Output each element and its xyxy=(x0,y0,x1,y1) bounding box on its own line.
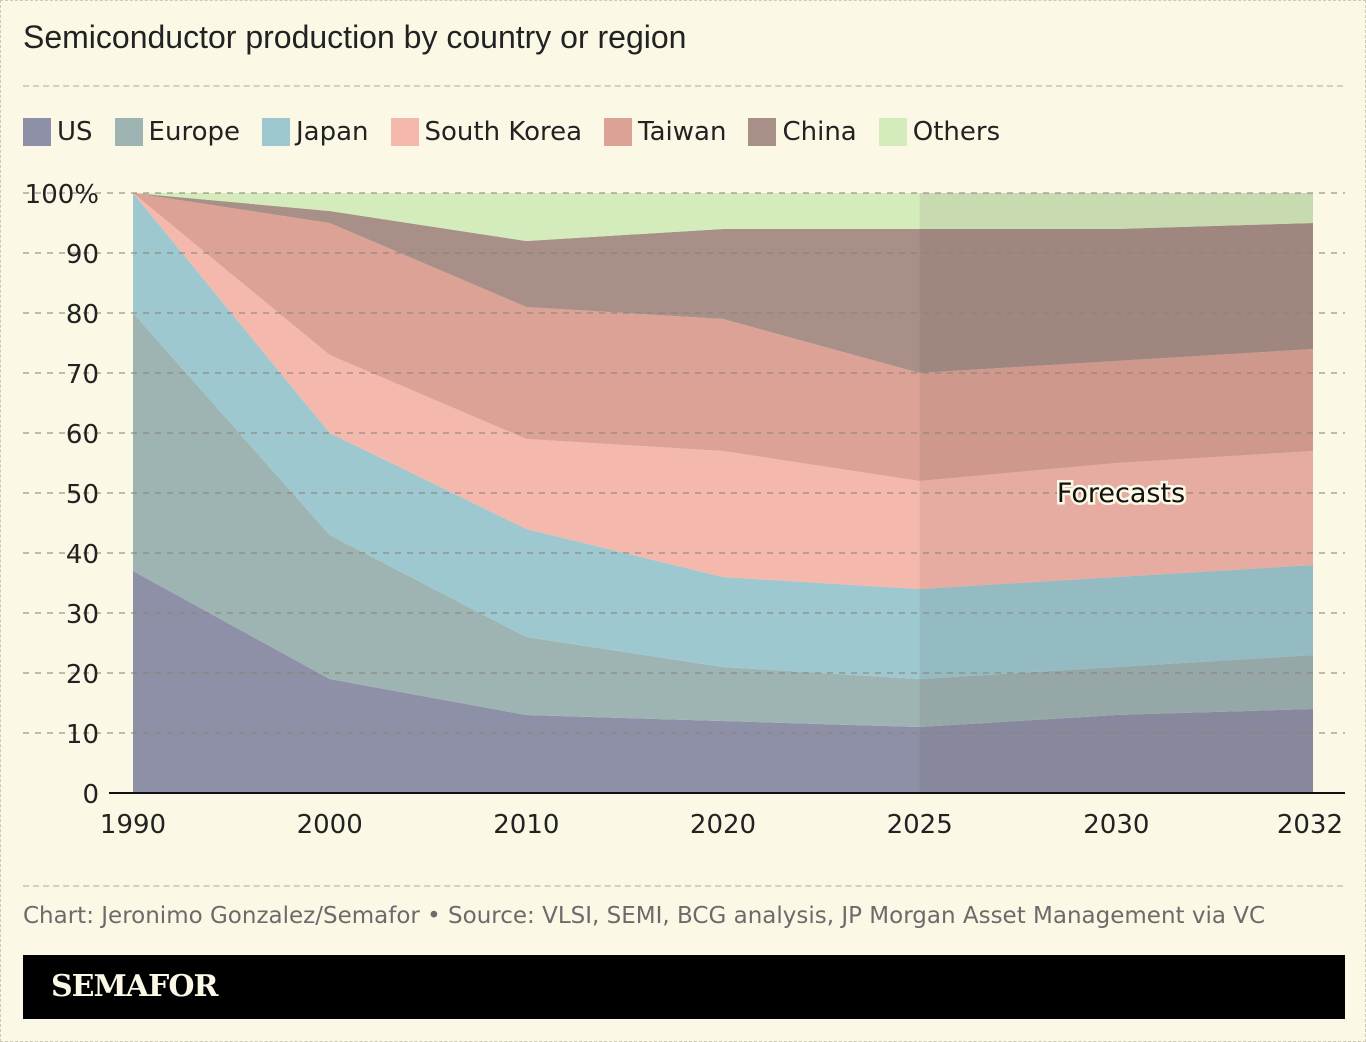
x-tick-label: 1990 xyxy=(100,810,166,840)
y-tick-label: 50 xyxy=(66,480,99,510)
legend-item: Taiwan xyxy=(604,117,726,147)
divider xyxy=(23,885,1343,887)
legend-swatch xyxy=(878,118,907,146)
y-tick-label: 30 xyxy=(66,600,99,630)
legend-item: Japan xyxy=(261,117,369,147)
y-tick-label: 40 xyxy=(66,540,99,570)
x-tick-label: 2030 xyxy=(1083,810,1149,840)
legend-swatch xyxy=(748,118,777,146)
legend-swatch xyxy=(23,118,51,146)
legend: US Europe Japan South Korea Taiwan China Other… xyxy=(23,117,1000,147)
area-china xyxy=(133,193,1313,373)
brand-bar: SEMAFOR xyxy=(23,955,1345,1019)
area-south-korea xyxy=(133,193,1313,589)
x-tick-label: 2025 xyxy=(887,810,953,840)
legend-swatch xyxy=(261,118,290,146)
legend-label: China xyxy=(782,117,857,147)
x-tick-label: 2000 xyxy=(297,810,363,840)
legend-label: Taiwan xyxy=(638,117,727,147)
legend-item: US xyxy=(23,117,93,147)
forecasts-annotation: Forecasts xyxy=(1057,478,1185,509)
divider xyxy=(23,85,1343,87)
legend-item: South Korea xyxy=(390,117,583,147)
legend-swatch xyxy=(604,118,633,146)
source-credit: Chart: Jeronimo Gonzalez/Semafor • Sourc… xyxy=(23,903,1266,929)
semafor-logo: SEMAFOR xyxy=(51,969,218,1004)
y-tick-label: 0 xyxy=(82,780,99,810)
chart-title: Semiconductor production by country or r… xyxy=(23,19,687,55)
legend-label: South Korea xyxy=(424,117,583,147)
y-tick-label: 100% xyxy=(25,180,99,210)
area-us xyxy=(133,571,1313,793)
area-others xyxy=(133,193,1313,241)
area-europe xyxy=(133,313,1313,727)
legend-swatch xyxy=(114,118,143,146)
legend-item: Others xyxy=(878,117,1001,147)
x-tick-label: 2032 xyxy=(1277,810,1343,840)
y-tick-label: 90 xyxy=(66,240,99,270)
y-tick-label: 80 xyxy=(66,300,99,330)
legend-item: Europe xyxy=(114,117,240,147)
legend-swatch xyxy=(390,118,419,146)
legend-label: Europe xyxy=(148,117,240,147)
x-tick-label: 2020 xyxy=(690,810,756,840)
y-tick-label: 70 xyxy=(66,360,99,390)
y-tick-label: 20 xyxy=(66,660,99,690)
area-taiwan xyxy=(133,193,1313,481)
legend-label: Japan xyxy=(295,117,369,147)
x-tick-label: 2010 xyxy=(493,810,559,840)
area-japan xyxy=(133,193,1313,679)
legend-item: China xyxy=(748,117,857,147)
y-tick-label: 60 xyxy=(66,420,99,450)
legend-label: Others xyxy=(912,117,1001,147)
legend-label: US xyxy=(57,117,93,147)
y-tick-label: 10 xyxy=(66,720,99,750)
